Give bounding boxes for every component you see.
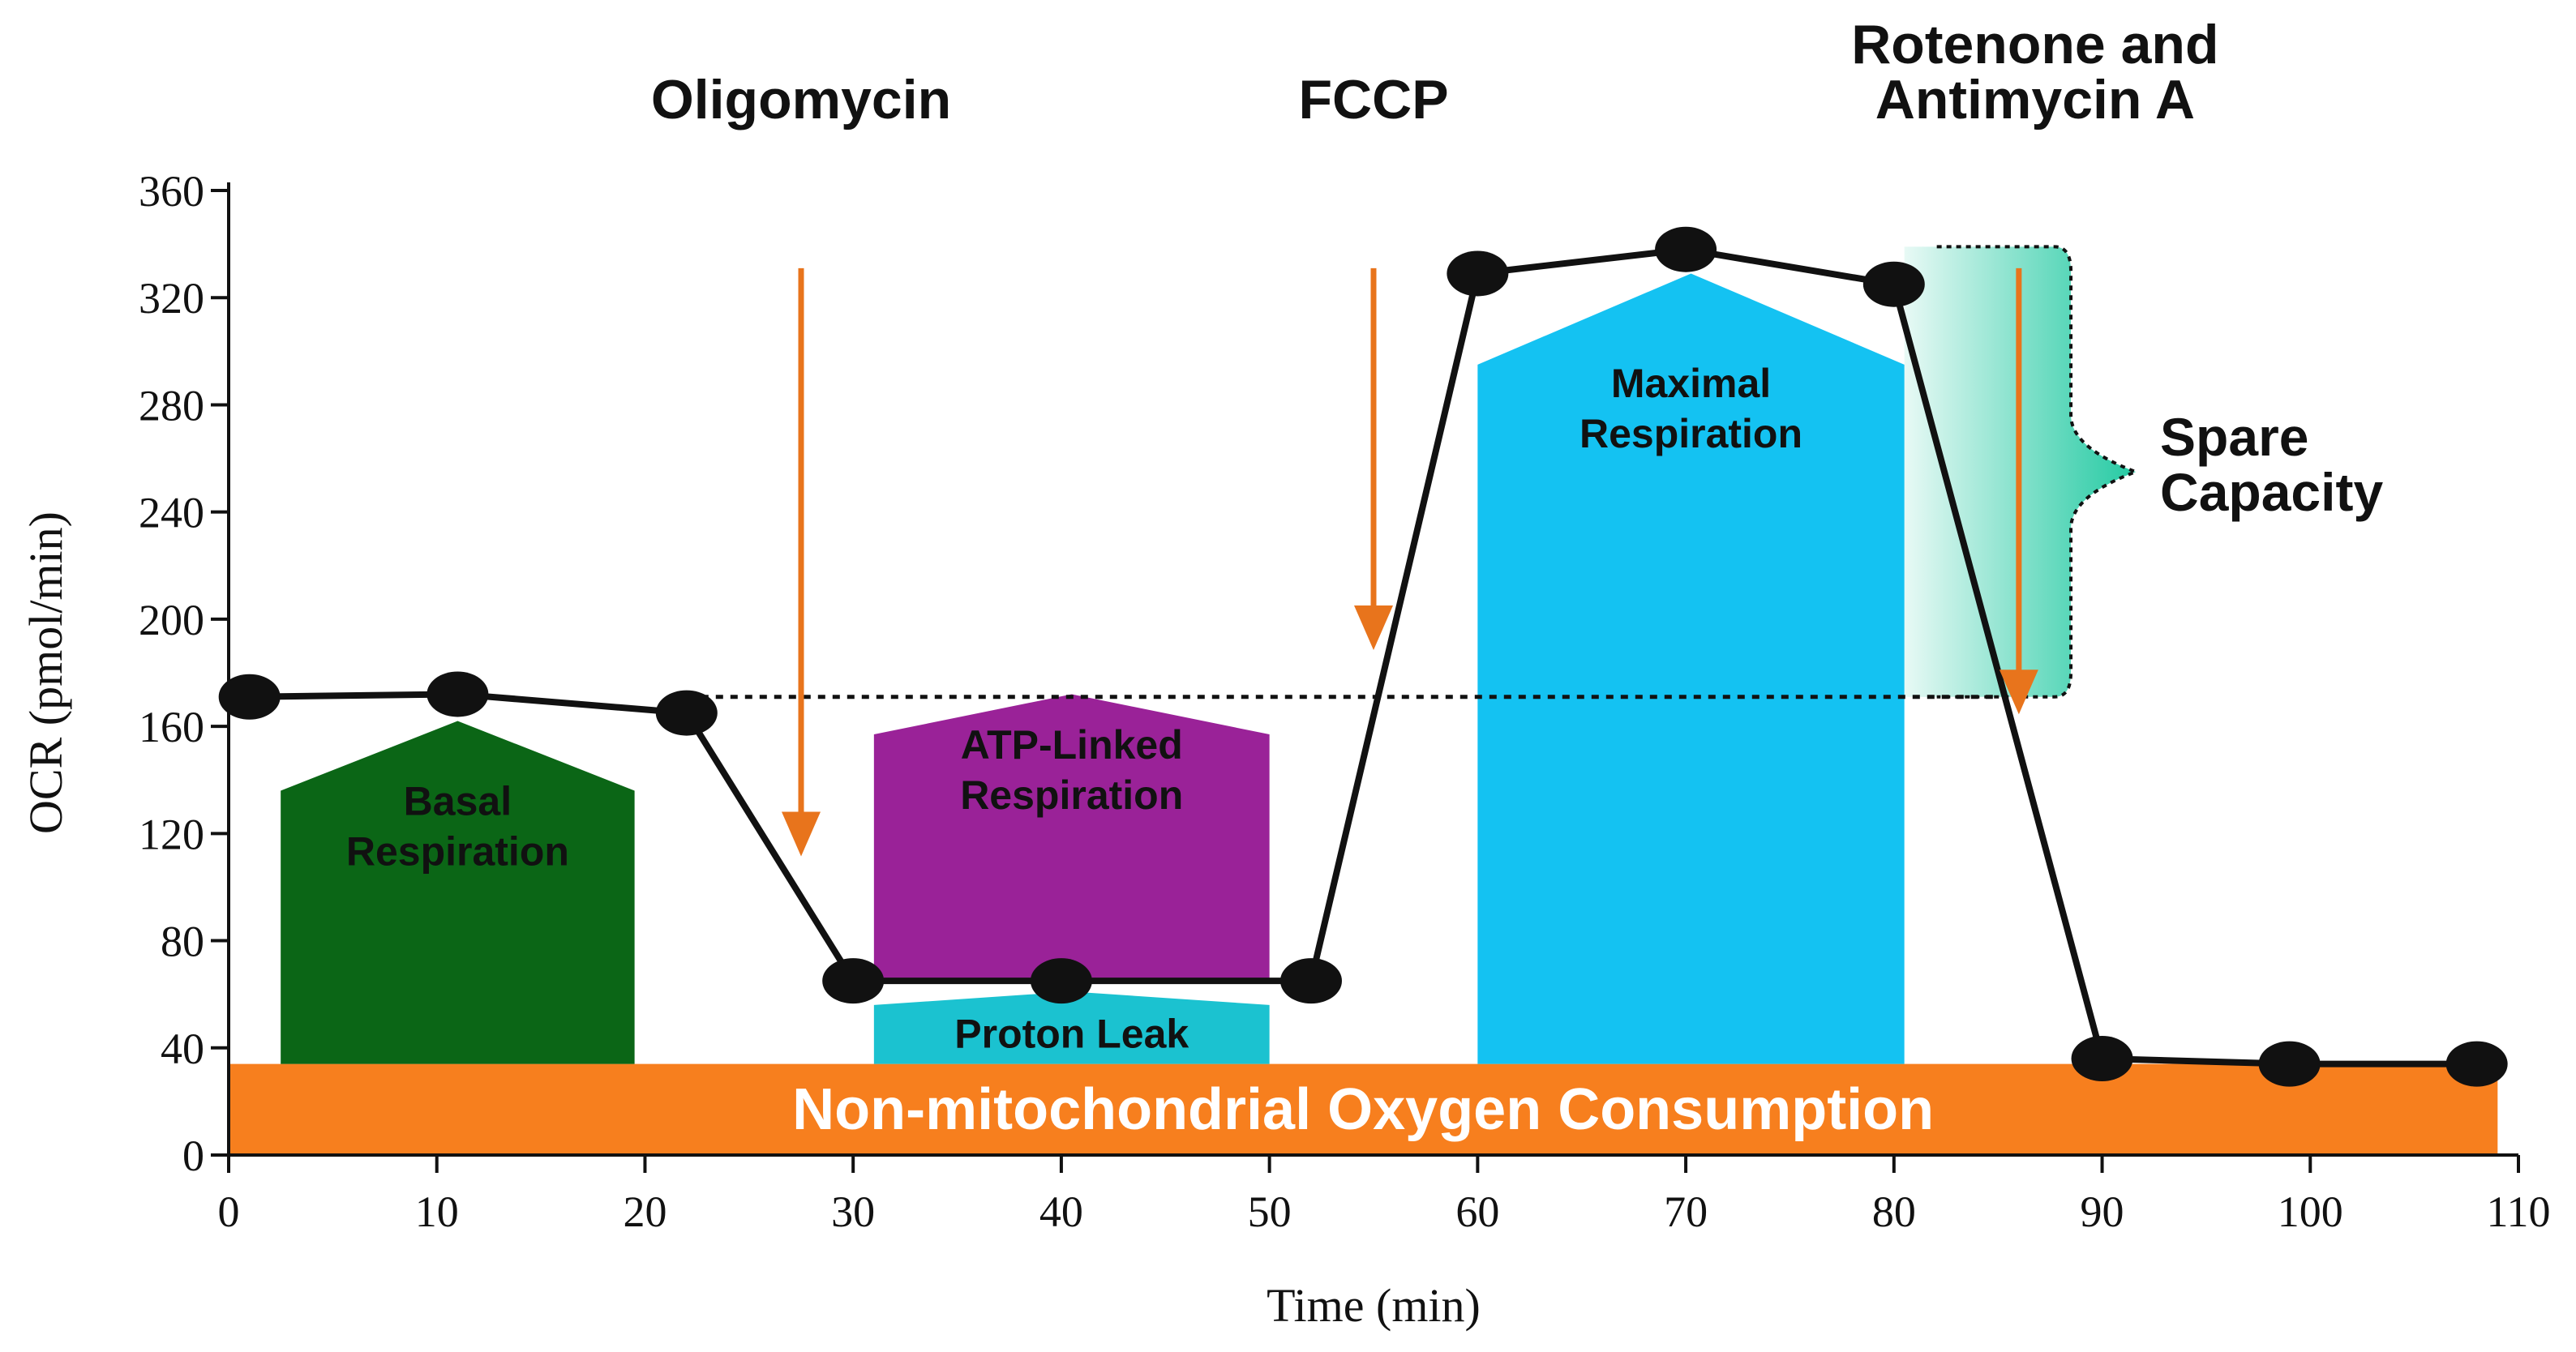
- ocr-line: [249, 246, 2477, 1067]
- baseline-band-layer: Non-mitochondrial Oxygen Consumption: [229, 1063, 2498, 1153]
- x-tick-label-0: 0: [218, 1187, 240, 1236]
- injection-label-2-1: Antimycin A: [1875, 69, 2195, 130]
- x-tick-label-70: 70: [1664, 1187, 1708, 1236]
- ocr-point-1: [426, 671, 489, 717]
- ocr-point-4: [1030, 958, 1092, 1004]
- region-basal-label-1: Respiration: [346, 828, 569, 874]
- ocr-point-2: [655, 690, 718, 736]
- region-maximal-label-1: Respiration: [1579, 411, 1802, 456]
- region-leak: [873, 991, 1270, 1064]
- region-leak-label-0: Proton Leak: [954, 1011, 1189, 1056]
- ocr-point-5: [1279, 958, 1342, 1004]
- y-tick-label-280: 280: [139, 381, 204, 430]
- injection-arrow-head-0: [782, 811, 821, 857]
- injection-label-2-0: Rotenone and: [1851, 14, 2218, 75]
- y-tick-label-120: 120: [139, 810, 204, 858]
- y-tick-label-320: 320: [139, 274, 204, 323]
- spare-capacity-label-0: Spare: [2160, 407, 2308, 467]
- non-mitochondrial-label: Non-mitochondrial Oxygen Consumption: [792, 1077, 1934, 1142]
- injection-label-0-0: Oligomycin: [651, 69, 951, 130]
- region-basal-label-0: Basal: [404, 778, 512, 824]
- x-tick-label-10: 10: [415, 1187, 459, 1236]
- x-tick-label-90: 90: [2081, 1187, 2124, 1236]
- y-tick-label-40: 40: [161, 1025, 204, 1073]
- ocr-point-11: [2445, 1041, 2508, 1087]
- region-maximal: [1477, 273, 1905, 1064]
- x-tick-label-40: 40: [1039, 1187, 1083, 1236]
- y-tick-label-0: 0: [182, 1132, 204, 1180]
- region-atp-label-0: ATP-Linked: [961, 722, 1183, 768]
- non-mitochondrial-band: [229, 1063, 2498, 1153]
- ocr-point-9: [2071, 1036, 2133, 1081]
- x-axis-title: Time (min): [1267, 1279, 1481, 1332]
- x-tick-label-110: 110: [2487, 1187, 2551, 1236]
- ocr-point-3: [822, 958, 885, 1004]
- region-atp-label-1: Respiration: [960, 772, 1183, 818]
- region-atp: [873, 694, 1270, 982]
- respiration-regions-layer: BasalRespirationATP-LinkedRespirationPro…: [281, 273, 1905, 1064]
- ocr-point-7: [1655, 226, 1717, 272]
- axes-layer: 0 40 80 120 160 200 240 280 320 360 0 10 20 30 40 50 60 7…: [19, 167, 2551, 1332]
- ocr-point-10: [2258, 1041, 2321, 1087]
- x-tick-label-100: 100: [2278, 1187, 2343, 1236]
- x-tick-label-60: 60: [1455, 1187, 1499, 1236]
- x-tick-label-30: 30: [831, 1187, 875, 1236]
- region-maximal-label-0: Maximal: [1611, 361, 1771, 406]
- ocr-point-0: [218, 674, 281, 720]
- injection-arrow-head-2: [1999, 670, 2038, 715]
- spare-capacity-label-1: Capacity: [2160, 462, 2383, 522]
- injection-arrow-head-1: [1354, 605, 1393, 650]
- x-tick-label-50: 50: [1248, 1187, 1292, 1236]
- injection-label-1-0: FCCP: [1298, 69, 1448, 130]
- y-tick-label-160: 160: [139, 703, 204, 751]
- x-tick-label-20: 20: [623, 1187, 667, 1236]
- y-tick-label-240: 240: [139, 489, 204, 537]
- region-basal: [281, 721, 635, 1064]
- ocr-point-6: [1447, 250, 1509, 297]
- ocr-point-8: [1862, 261, 1925, 307]
- y-axis-title: OCR (pmol/min): [19, 511, 72, 834]
- x-tick-label-80: 80: [1872, 1187, 1916, 1236]
- y-tick-label-80: 80: [161, 918, 204, 966]
- y-tick-label-360: 360: [139, 167, 204, 216]
- ocr-series-layer: [218, 226, 2508, 1087]
- y-tick-label-200: 200: [139, 596, 204, 644]
